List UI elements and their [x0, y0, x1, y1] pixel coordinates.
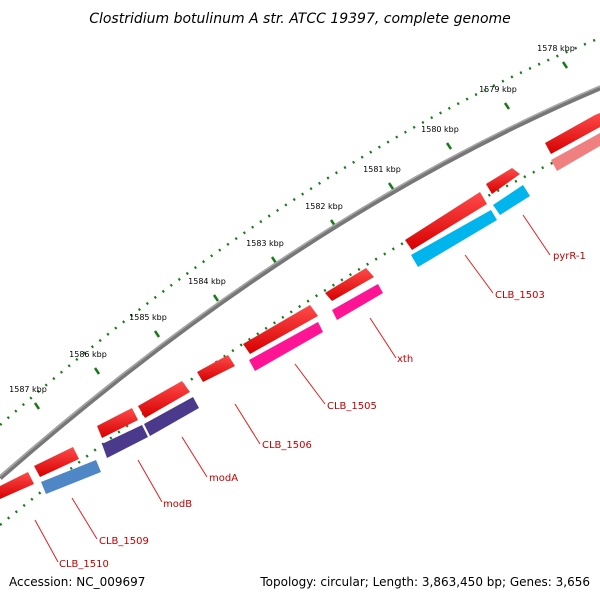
genome-backbone — [0, 85, 600, 480]
ruler-tick-label: 1585 kbp — [129, 313, 167, 322]
gene-forward[interactable] — [243, 305, 318, 354]
gene-forward[interactable] — [97, 408, 138, 438]
outer-ruler-track — [0, 36, 600, 426]
accession-label: Accession: NC_009697 — [9, 575, 145, 589]
ruler-tick-label: 1584 kbp — [188, 277, 226, 286]
ruler-tick-label: 1587 kbp — [9, 385, 47, 394]
gene-label-modB[interactable]: modB — [163, 499, 192, 510]
ruler-tick-label: 1578 kbp — [537, 44, 575, 53]
gene-reverse[interactable] — [493, 185, 530, 215]
ruler-major-tick — [445, 142, 453, 150]
gene-reverse[interactable] — [249, 322, 323, 371]
leader-lines — [34, 214, 551, 563]
forward-strand-genes — [0, 113, 600, 499]
gene-reverse[interactable] — [41, 460, 101, 494]
ruler-ticks — [33, 61, 569, 410]
gene-label-CLB_1505[interactable]: CLB_1505 — [327, 401, 377, 412]
ruler-major-tick — [503, 102, 511, 110]
gene-label-CLB_1506[interactable]: CLB_1506 — [262, 440, 312, 451]
gene-forward[interactable] — [545, 113, 600, 154]
ruler-major-tick — [33, 402, 41, 410]
gene-forward[interactable] — [138, 381, 190, 418]
genome-summary: Topology: circular; Length: 3,863,450 bp… — [259, 575, 590, 589]
gene-forward[interactable] — [325, 268, 374, 301]
inner-ruler-track — [0, 138, 600, 526]
ruler-major-tick — [561, 61, 569, 69]
gene-forward[interactable] — [34, 447, 79, 477]
ruler-tick-label: 1582 kbp — [305, 202, 343, 211]
gene-reverse[interactable] — [102, 425, 148, 458]
gene-reverse[interactable] — [551, 133, 600, 171]
ruler-major-tick — [212, 294, 220, 302]
gene-reverse[interactable] — [144, 397, 199, 436]
ruler-major-tick — [270, 256, 278, 264]
ruler-tick-label: 1586 kbp — [69, 350, 107, 359]
ruler-major-tick — [387, 182, 395, 190]
reverse-strand-genes — [41, 133, 600, 494]
gene-reverse[interactable] — [332, 284, 383, 320]
gene-forward[interactable] — [405, 192, 487, 250]
gene-label-CLB_1509[interactable]: CLB_1509 — [99, 536, 149, 547]
gene-label-modA[interactable]: modA — [209, 473, 238, 484]
map-title: Clostridium botulinum A str. ATCC 19397,… — [89, 11, 511, 27]
gene-forward[interactable] — [486, 168, 520, 194]
ruler-tick-label: 1583 kbp — [246, 239, 284, 248]
ruler-tick-label: 1581 kbp — [363, 165, 401, 174]
gene-label-xth[interactable]: xth — [397, 354, 413, 365]
gene-reverse[interactable] — [411, 210, 497, 267]
gene-label-CLB_1503[interactable]: CLB_1503 — [495, 290, 545, 301]
ruler-major-tick — [93, 367, 101, 375]
gene-label-CLB_1510[interactable]: CLB_1510 — [59, 559, 109, 570]
ruler-tick-label: 1579 kbp — [479, 85, 517, 94]
ruler-major-tick — [153, 330, 161, 338]
genome-backbone-highlight — [0, 85, 600, 477]
gene-forward[interactable] — [197, 355, 235, 382]
gene-label-pyrR-1[interactable]: pyrR-1 — [553, 251, 586, 262]
gene-forward[interactable] — [0, 472, 34, 499]
ruler-tick-label: 1580 kbp — [421, 125, 459, 134]
